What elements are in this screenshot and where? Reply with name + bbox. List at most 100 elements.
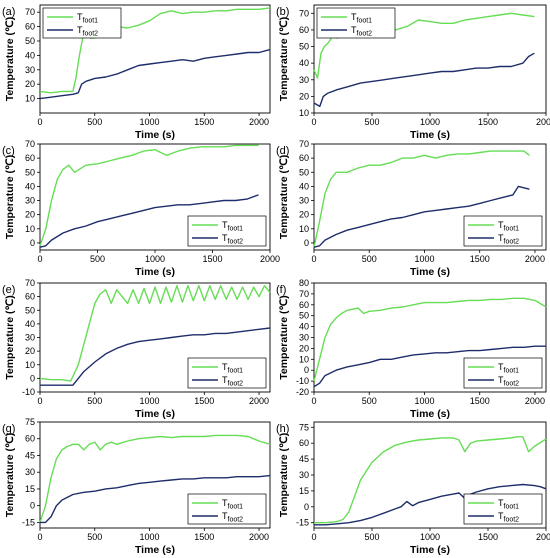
y-tick-label: 0 [30,373,35,383]
y-tick-label: 40 [299,58,309,68]
y-tick-label: 20 [299,91,309,101]
y-tick-label: 0 [30,238,35,248]
legend-label-main: T [498,233,504,243]
y-tick-label: 45 [299,454,309,464]
y-tick-label: 10 [299,224,309,234]
x-tick-label: 1000 [145,254,165,264]
x-tick-label: 500 [87,532,102,542]
y-tick-label: 30 [299,333,309,343]
y-tick-label: -10 [296,376,309,386]
panel-d: 0 500 1000 1500 2000 0 10 20 30 40 50 60 70 Time (s) T… [276,139,547,278]
x-axis-label: Time (s) [410,266,450,278]
y-tick-label: 80 [299,278,309,288]
y-tick-label: 0 [304,238,309,248]
x-axis-label: Time (s) [410,544,450,556]
legend-box [463,215,543,247]
x-axis-label: Time (s) [135,129,175,141]
legend-label-main: T [498,362,504,372]
legend-label-main: T [351,25,357,35]
y-tick-label: 60 [299,438,309,448]
panel-label: (g) [2,423,15,435]
x-tick-label: 500 [90,254,105,264]
y-tick-label: 50 [25,167,35,177]
y-tick-label: 30 [299,75,309,85]
x-tick-label: 1500 [470,254,490,264]
legend-label-foot2: Tfoot2 [222,233,243,246]
x-tick-label: 2000 [536,117,550,127]
legend-box [187,215,267,247]
x-tick-label: 2000 [525,254,545,264]
y-tick-label: 50 [299,167,309,177]
legend-label-foot2: Tfoot2 [222,375,243,388]
x-tick-label: 1000 [414,396,434,406]
panel-a: 0 500 1000 1500 2000 10 20 30 40 50 60 70 Time (s) Te… [2,4,271,141]
legend-label-main: T [351,12,357,22]
legend-label-main: T [222,362,228,372]
legend-label-main: T [498,498,504,508]
y-tick-label: 10 [25,224,35,234]
y-tick-label: 70 [25,7,35,17]
legend-label-main: T [222,511,228,521]
panel-b: 0 500 1000 1500 2000 10 20 30 40 50 60 70 Time (s) Te… [276,4,550,141]
legend-label-main: T [222,220,228,230]
series-line-foot2 [313,52,535,108]
legend-label-foot1: Tfoot1 [498,362,519,375]
x-tick-label: 500 [87,117,102,127]
legend-box [463,493,543,525]
legend-label-main: T [498,220,504,230]
legend-label-subscript: foot1 [83,18,99,25]
y-tick-label: 10 [25,360,35,370]
panel-label: (b) [276,6,289,18]
plot-frame [39,4,271,114]
y-tick-label: 20 [25,346,35,356]
legend-label-subscript: foot1 [357,18,373,25]
x-tick-label: 1000 [414,254,434,264]
legend-label-foot1: Tfoot1 [222,362,243,375]
x-tick-label: 500 [364,532,379,542]
y-tick-label: 10 [299,354,309,364]
y-tick-label: 40 [25,181,35,191]
panel-label: (e) [2,284,15,296]
legend-box [463,357,543,389]
legend-label-main: T [222,375,228,385]
legend-label-foot2: Tfoot2 [77,25,98,38]
legend-label-foot1: Tfoot1 [222,498,243,511]
series-line-foot2 [313,345,546,388]
legend-label-subscript: foot2 [228,381,244,388]
legend-label-main: T [222,233,228,243]
panel-label: (f) [276,284,286,296]
y-tick-label: 40 [25,50,35,60]
y-tick-label: -20 [296,387,309,397]
series-line-foot1 [39,434,271,523]
panel-label: (d) [276,145,289,157]
x-tick-label: 0 [37,396,42,406]
y-tick-label: 20 [25,210,35,220]
y-tick-label: 60 [299,25,309,35]
y-tick-label: 75 [25,417,35,427]
series-line-foot2 [314,483,547,526]
y-tick-label: 50 [25,36,35,46]
x-tick-label: 1500 [194,117,214,127]
x-tick-label: 1000 [420,532,440,542]
y-tick-label: 0 [30,501,35,511]
x-tick-label: 1500 [194,396,214,406]
legend-label-subscript: foot2 [504,517,520,524]
x-tick-label: 2000 [249,117,269,127]
y-axis-label: Temperature (℃) [278,295,290,380]
y-tick-label: 50 [25,305,35,315]
legend-label-main: T [77,25,83,35]
x-tick-label: 500 [362,396,377,406]
x-tick-label: 1000 [140,532,160,542]
x-tick-label: 1500 [478,532,498,542]
y-tick-label: 20 [25,79,35,89]
legend-label-subscript: foot1 [504,368,520,375]
series-line-foot1 [314,436,547,524]
legend-label-subscript: foot2 [504,239,520,246]
panel-f: 0 500 1000 1500 2000-20-1001020304050607080T… [276,278,547,420]
y-tick-label: 20 [299,343,309,353]
